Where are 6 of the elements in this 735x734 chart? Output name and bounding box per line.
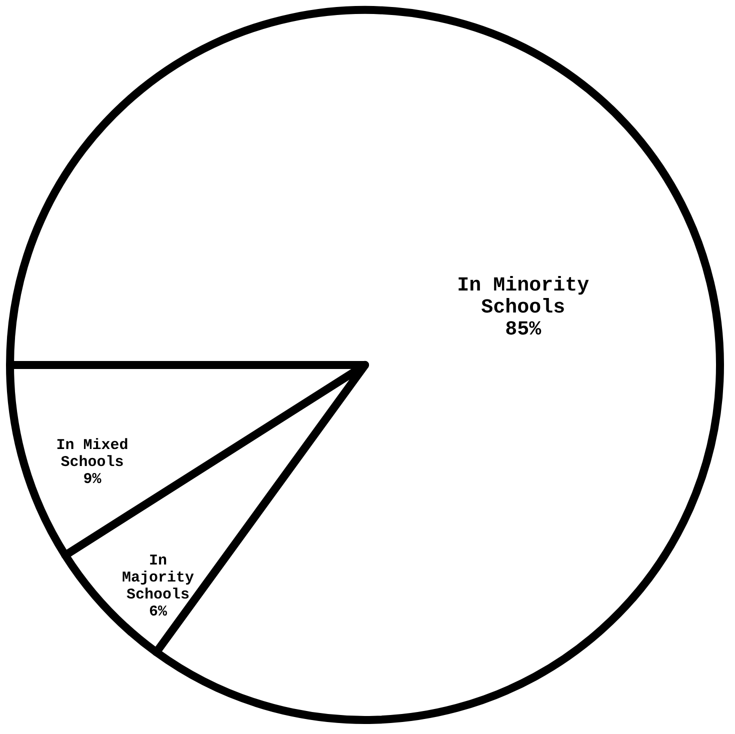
data-label: 9% — [83, 471, 102, 488]
data-label: 6% — [148, 603, 168, 620]
data-label: 85% — [505, 318, 542, 342]
slice-label: In Mixed Schools — [56, 437, 128, 472]
slice-label: In Minority Schools — [457, 274, 590, 320]
slice-label: In Majority Schools — [122, 552, 194, 604]
